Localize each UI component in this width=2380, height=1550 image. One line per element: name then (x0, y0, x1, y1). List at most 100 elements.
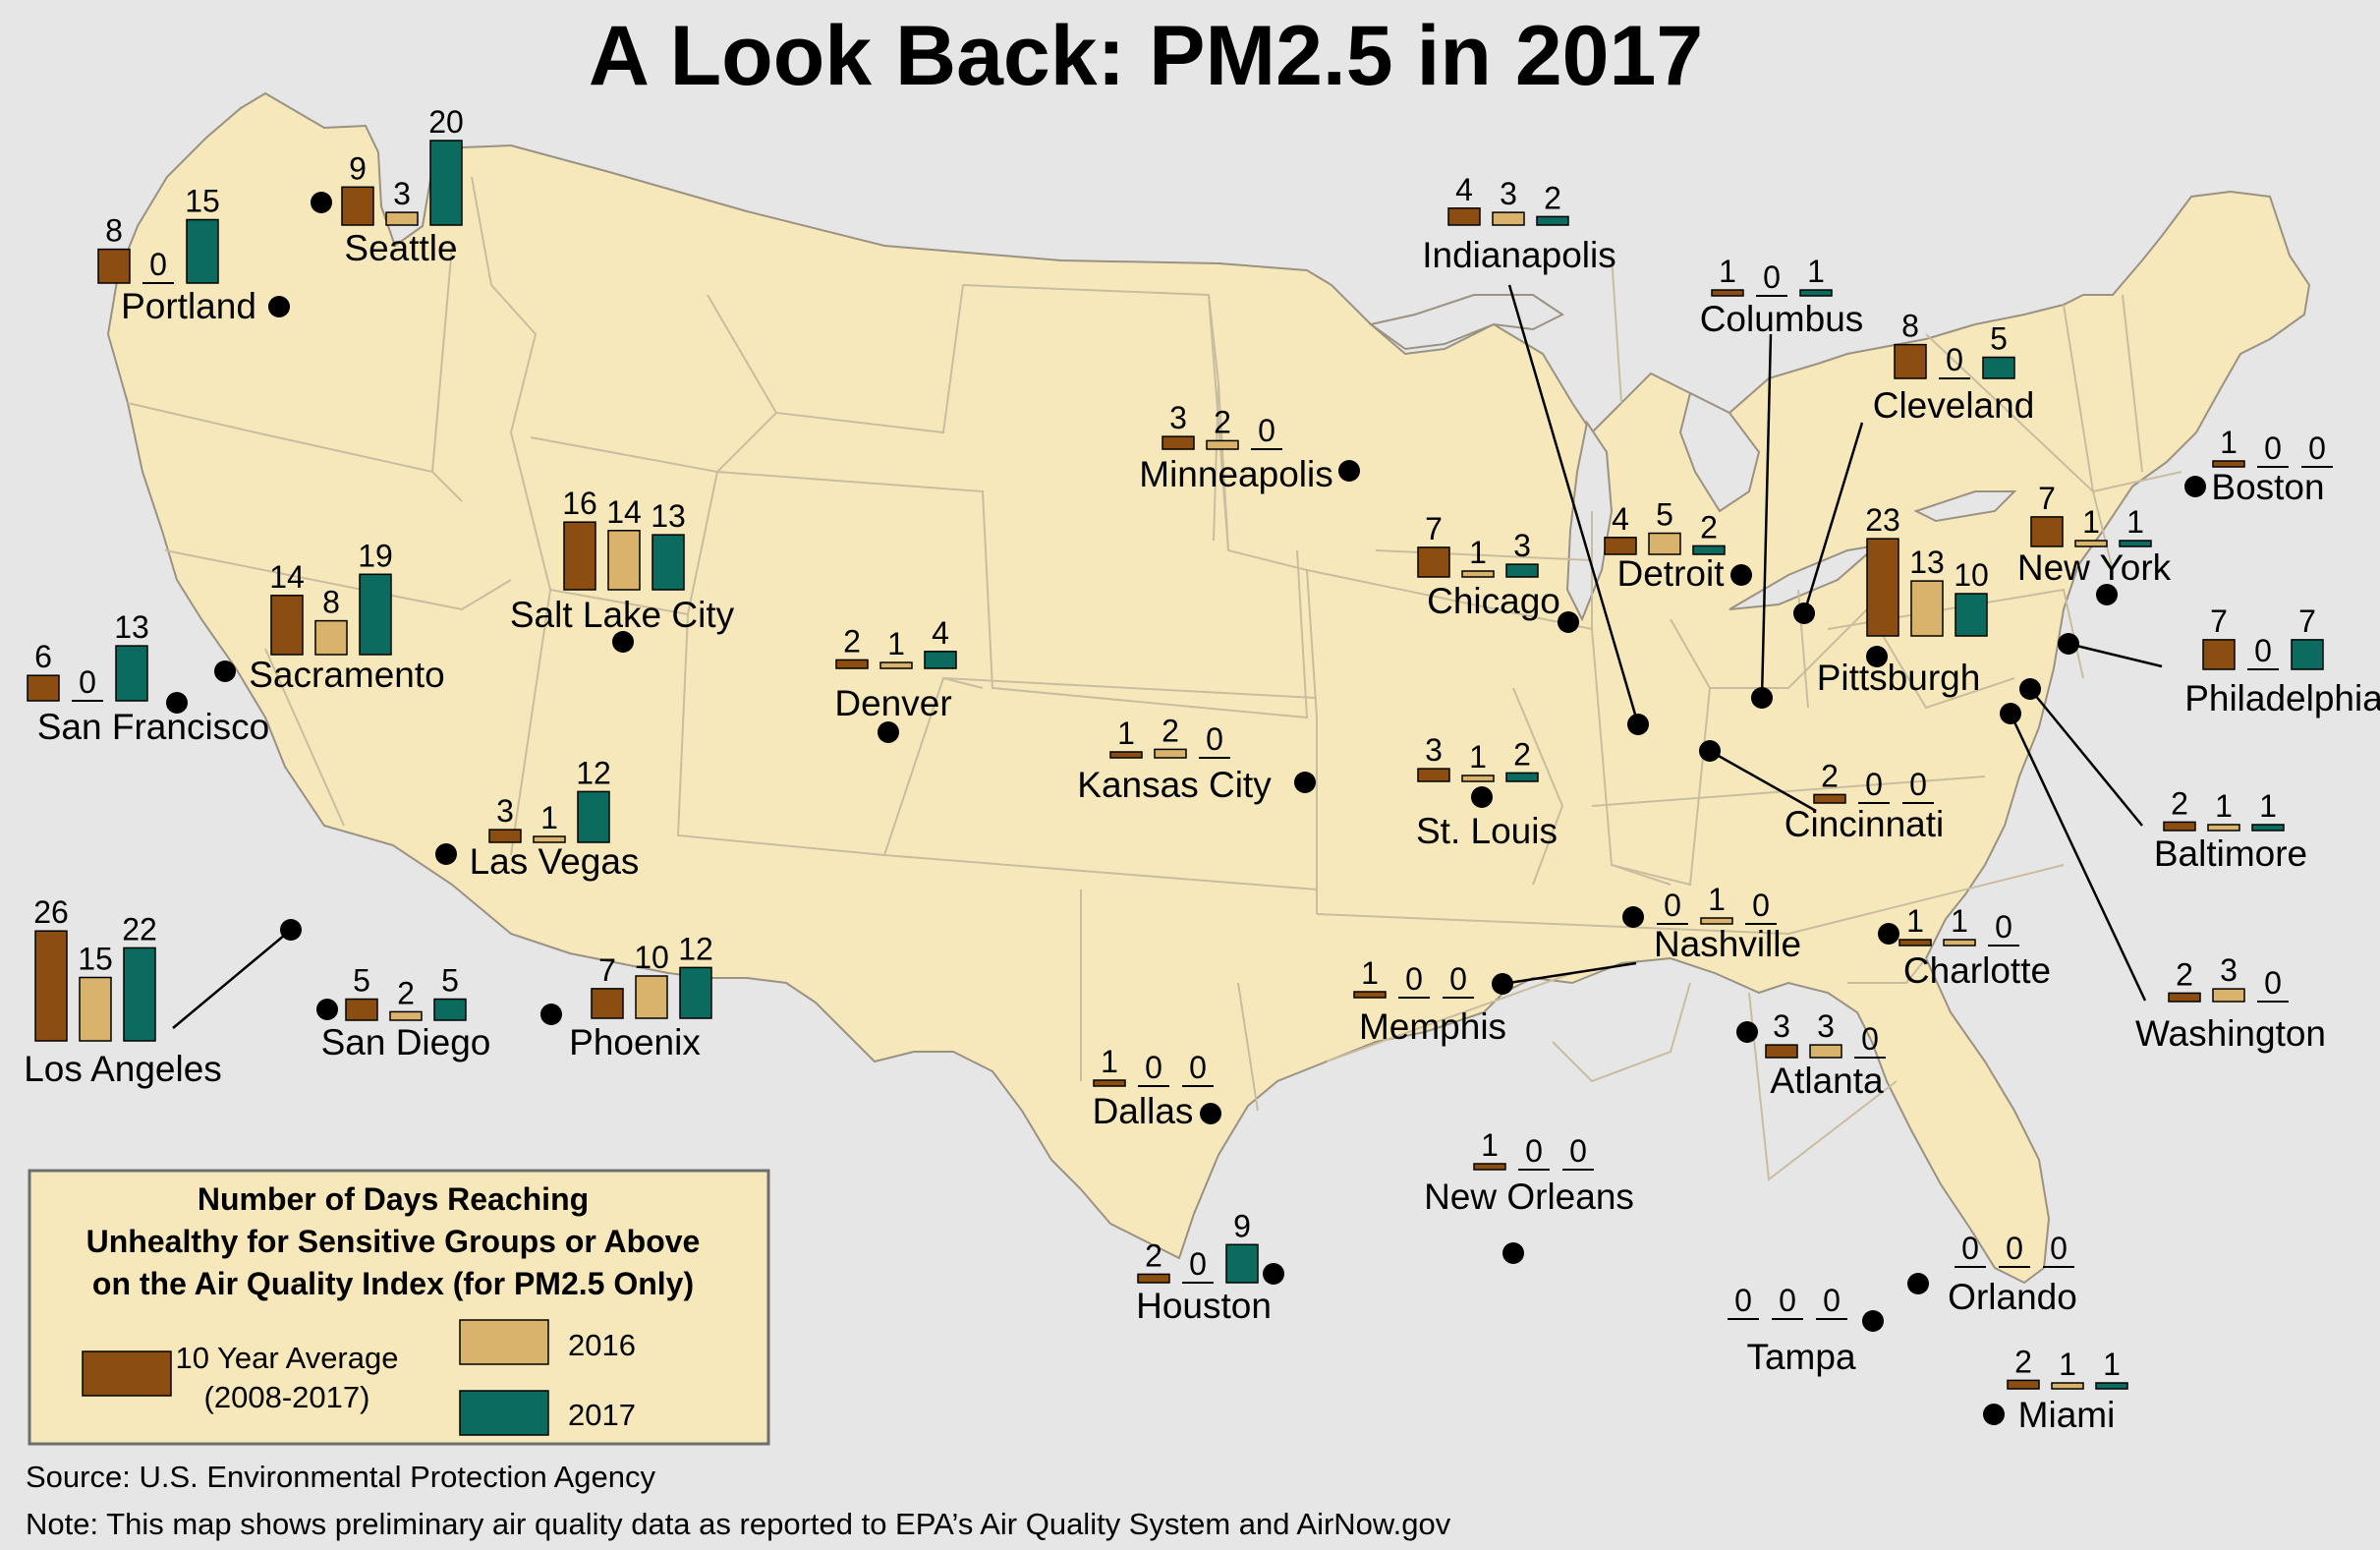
value-label-dallas-2016: 0 (1145, 1050, 1162, 1085)
value-label-chicago-2017: 3 (1513, 528, 1531, 563)
value-label-sacramento-avg: 14 (269, 559, 305, 595)
value-label-dallas-avg: 1 (1101, 1044, 1118, 1079)
bar-kansas-city-2016 (1154, 748, 1187, 759)
lake-michigan (1565, 420, 1614, 622)
value-label-las-vegas-avg: 3 (496, 793, 514, 829)
bar-pittsburgh-avg (1866, 538, 1899, 637)
bar-group-phoenix: 7 10 12 Phoenix (569, 931, 713, 1062)
state-borders (127, 176, 2182, 1181)
legend-swatch-2017 (459, 1390, 549, 1436)
value-label-san-diego-2017: 5 (441, 963, 459, 999)
value-label-st-louis-2017: 2 (1513, 736, 1531, 772)
value-label-houston-avg: 2 (1145, 1237, 1162, 1273)
value-label-phoenix-2016: 10 (634, 940, 669, 975)
city-dot-memphis (1492, 973, 1513, 995)
city-label-detroit: Detroit (1617, 553, 1726, 594)
city-label-miami: Miami (2018, 1395, 2116, 1435)
bar-portland-2017 (186, 218, 219, 284)
value-label-tampa-2016: 0 (1779, 1283, 1796, 1318)
city-dot-phoenix (540, 1004, 562, 1025)
value-label-salt-lake-city-avg: 16 (562, 486, 597, 521)
bar-washington-avg (2168, 992, 2201, 1003)
city-dot-st-louis (1471, 786, 1493, 808)
city-dot-portland (268, 296, 290, 317)
city-label-nashville: Nashville (1654, 924, 1801, 964)
city-label-minneapolis: Minneapolis (1139, 454, 1332, 494)
value-label-minneapolis-2016: 2 (1214, 404, 1231, 439)
bar-pittsburgh-2017 (1955, 593, 1988, 637)
value-label-new-york-2016: 1 (2082, 504, 2100, 540)
city-dot-los-angeles (280, 919, 302, 941)
city-label-new-york: New York (2017, 547, 2172, 588)
bar-group-pittsburgh: 23 13 10 Pittsburgh (1817, 502, 1989, 698)
bar-portland-avg (97, 248, 131, 284)
city-label-st-louis: St. Louis (1416, 811, 1558, 851)
value-label-phoenix-avg: 7 (598, 952, 616, 988)
value-label-boston-2017: 0 (2308, 431, 2326, 466)
city-dot-orlando (1907, 1273, 1929, 1294)
bar-kansas-city-avg (1109, 751, 1143, 759)
value-label-baltimore-2016: 1 (2215, 788, 2233, 824)
city-dots (166, 192, 2206, 1425)
value-label-nashville-avg: 0 (1664, 888, 1681, 923)
bar-group-sacramento: 14 8 19 Sacramento (249, 538, 445, 695)
city-dot-detroit (1730, 564, 1752, 586)
value-label-washington-2016: 3 (2220, 952, 2238, 988)
bar-group-st-louis: 3 1 2 St. Louis (1416, 732, 1558, 851)
bar-st-louis-avg (1417, 768, 1450, 782)
leader-indianapolis (1507, 284, 1640, 725)
value-label-pittsburgh-2016: 13 (1909, 545, 1945, 580)
bar-las-vegas-avg (488, 829, 522, 843)
value-label-san-francisco-2016: 0 (79, 664, 96, 700)
bar-phoenix-avg (591, 988, 624, 1019)
value-label-baltimore-avg: 2 (2171, 785, 2188, 821)
bar-baltimore-2016 (2207, 824, 2240, 832)
city-dot-san-francisco (166, 692, 188, 714)
bar-pittsburgh-2016 (1910, 580, 1944, 637)
city-label-portland: Portland (121, 286, 256, 326)
city-dot-seattle (311, 192, 332, 213)
bar-atlanta-2016 (1809, 1044, 1842, 1059)
city-dot-cleveland (1793, 603, 1815, 624)
value-label-pittsburgh-avg: 23 (1865, 502, 1900, 538)
city-dot-sacramento (214, 660, 236, 682)
bar-new-orleans-avg (1473, 1163, 1506, 1171)
value-label-philadelphia-avg: 7 (2210, 603, 2228, 639)
city-dot-salt-lake-city (612, 631, 634, 653)
bar-cleveland-avg (1894, 343, 1927, 379)
bar-detroit-avg (1604, 537, 1637, 555)
legend-label-2017: 2017 (568, 1398, 636, 1432)
value-label-sacramento-2017: 19 (358, 538, 393, 573)
legend-title-line-1: Number of Days Reaching (198, 1181, 589, 1217)
value-label-detroit-avg: 4 (1612, 501, 1629, 537)
leader-philadelphia (2068, 642, 2163, 668)
bar-salt-lake-city-avg (563, 521, 596, 591)
bar-st-louis-2016 (1461, 775, 1495, 782)
value-label-columbus-avg: 1 (1719, 254, 1736, 289)
bar-group-detroit: 4 5 2 Detroit (1604, 497, 1726, 594)
bar-group-kansas-city: 1 2 0 Kansas City (1077, 713, 1272, 805)
bar-los-angeles-avg (34, 930, 68, 1042)
city-dot-indianapolis (1627, 714, 1649, 735)
bar-los-angeles-2016 (79, 976, 112, 1042)
source-text: Source: U.S. Environmental Protection Ag… (26, 1460, 655, 1494)
city-label-charlotte: Charlotte (1903, 950, 2051, 991)
value-label-tampa-2017: 0 (1823, 1283, 1841, 1318)
bar-group-las-vegas: 3 1 12 Las Vegas (470, 755, 640, 882)
value-label-tampa-avg: 0 (1734, 1283, 1752, 1318)
city-label-houston: Houston (1136, 1286, 1272, 1326)
city-dot-cincinnati (1699, 740, 1721, 762)
legend-swatch-avg (82, 1350, 172, 1397)
bar-houston-2017 (1225, 1243, 1259, 1284)
city-dot-houston (1263, 1263, 1284, 1285)
value-label-cleveland-avg: 8 (1901, 309, 1919, 344)
value-label-chicago-avg: 7 (1425, 511, 1443, 546)
bar-dallas-avg (1093, 1079, 1126, 1087)
bar-indianapolis-avg (1447, 207, 1481, 226)
bar-chicago-2016 (1461, 570, 1495, 578)
bar-group-cleveland: 805 Cleveland (1873, 309, 2035, 426)
city-label-columbus: Columbus (1700, 299, 1864, 339)
city-label-seattle: Seattle (344, 228, 457, 268)
value-label-portland-2017: 15 (185, 184, 220, 219)
